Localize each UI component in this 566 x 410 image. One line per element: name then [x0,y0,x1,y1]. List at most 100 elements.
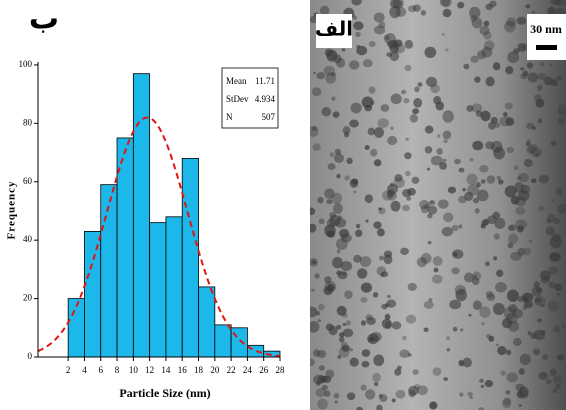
particle [516,16,527,25]
particle [351,0,362,6]
particle [533,329,546,340]
particle [384,303,390,308]
particle [360,296,368,303]
particle [472,197,480,204]
particle [336,305,347,316]
particle [485,261,490,267]
particle [420,253,432,264]
particle [389,6,401,19]
particle [365,389,376,400]
particle [506,17,517,27]
particle [353,190,357,194]
particle [552,375,562,384]
particle [437,199,449,209]
particle [549,63,553,67]
particle [442,110,454,123]
particle [556,75,562,81]
particle [481,322,485,326]
particle [327,163,336,170]
particle [506,146,515,154]
particle [439,162,447,170]
particle [368,86,376,94]
particle [538,371,548,380]
particle [390,126,394,130]
particle [336,173,341,179]
particle [349,357,359,367]
particle [485,3,493,11]
particle [341,344,351,352]
particle [537,84,543,91]
particle [416,257,428,268]
x-tick-label: 4 [82,365,87,375]
particle [378,207,386,215]
particle [310,15,318,24]
particle [318,365,326,371]
particle [344,175,350,181]
particle [326,199,333,205]
particle [451,224,459,232]
particle [441,226,453,237]
particle [471,277,480,286]
scale-bar [536,45,557,50]
particle [393,39,403,48]
particle [466,173,478,185]
particle [495,343,499,347]
particle [501,317,512,329]
particle [411,176,420,184]
bar [165,216,183,358]
particle [409,114,418,123]
particle [312,143,321,151]
particle [523,247,532,256]
y-tick-label: 0 [28,351,33,361]
particle [353,254,362,263]
particle [526,145,536,155]
particle [360,384,367,391]
particle [311,87,322,97]
particle [474,208,480,214]
particle [522,305,528,310]
particle [339,336,345,343]
particle [431,274,443,284]
particle [454,158,461,165]
particle [481,46,493,58]
y-tick-label: 100 [19,59,33,69]
particle [549,368,557,377]
particle [547,6,556,16]
particle [515,206,526,215]
particle [462,187,466,192]
particle [390,93,402,105]
particle [487,215,497,224]
particle [399,349,410,358]
particle [427,213,433,219]
particle [518,404,522,407]
particle [557,203,566,214]
particle [330,72,337,77]
particle [400,89,407,95]
particle [387,183,399,194]
particle [380,273,384,278]
particle [462,357,472,368]
particle [475,110,483,117]
particle [404,39,414,49]
particle [429,401,439,410]
particle [381,318,392,329]
particle [485,76,495,87]
y-tick-label: 80 [23,117,33,127]
particle [551,198,555,203]
particle [522,297,529,303]
particle [555,0,566,7]
particle [416,385,428,396]
particle [332,203,343,215]
x-tick-label: 28 [276,365,286,375]
particle [334,217,347,228]
particle [517,296,524,303]
particle [551,233,561,242]
stats-value: 11.71 [255,76,275,86]
particle [442,8,452,18]
particle [504,20,516,33]
image-label: الف [315,17,353,41]
particle [494,122,501,128]
x-tick-label: 6 [98,365,103,375]
particle [367,127,376,136]
particle [518,368,525,375]
